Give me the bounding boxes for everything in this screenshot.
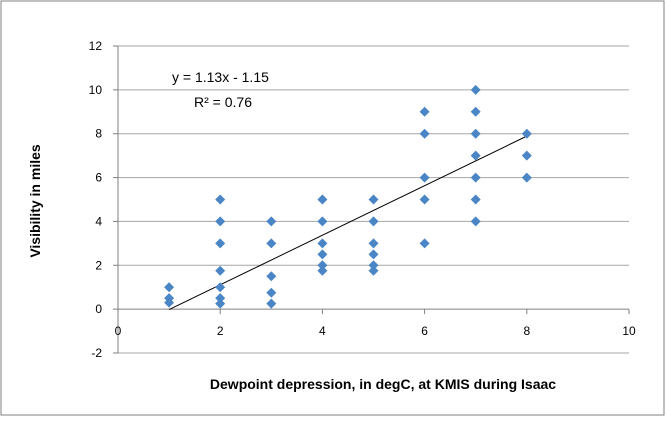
data-point — [470, 150, 481, 161]
trendline-equation: y = 1.13x - 1.15 — [172, 69, 269, 85]
data-point — [470, 106, 481, 117]
x-tick-label: 6 — [421, 324, 428, 338]
y-tick-label: 12 — [89, 39, 103, 53]
data-point — [368, 216, 379, 227]
y-tick-label: 0 — [95, 302, 102, 316]
data-point — [317, 249, 328, 260]
x-tick-label: 10 — [622, 324, 636, 338]
data-point — [419, 238, 430, 249]
data-point — [419, 172, 430, 183]
data-point — [215, 293, 226, 304]
y-tick-label: 6 — [95, 171, 102, 185]
r-squared-label: R² = 0.76 — [194, 94, 252, 110]
data-point — [521, 172, 532, 183]
y-tick-label: 10 — [89, 83, 103, 97]
data-point — [470, 128, 481, 139]
data-point — [215, 216, 226, 227]
gridlines — [118, 45, 629, 354]
data-point — [368, 194, 379, 205]
x-tick-labels: 0 2 4 6 8 10 — [115, 324, 636, 338]
x-tick-label: 2 — [217, 324, 224, 338]
y-tick-labels: -2 0 2 4 6 8 10 12 — [89, 39, 103, 360]
y-axis-title: Visibility in miles — [27, 144, 43, 258]
data-point — [470, 194, 481, 205]
data-point — [215, 265, 226, 276]
x-tick-label: 4 — [319, 324, 326, 338]
data-point — [164, 297, 175, 308]
data-point — [368, 265, 379, 276]
data-point — [368, 249, 379, 260]
y-tick-label: 2 — [95, 258, 102, 272]
trendline-group — [168, 135, 528, 311]
x-axis-title: Dewpoint depression, in degC, at KMIS du… — [210, 376, 556, 392]
data-point — [521, 128, 532, 139]
axes — [113, 45, 630, 354]
x-tick-label: 8 — [523, 324, 530, 338]
data-point — [470, 172, 481, 183]
data-point — [215, 282, 226, 293]
trendline — [168, 135, 528, 311]
data-point — [317, 260, 328, 271]
data-point — [266, 216, 277, 227]
y-tick-label: 4 — [95, 214, 102, 228]
data-point — [266, 238, 277, 249]
data-point — [470, 84, 481, 95]
data-point — [419, 128, 430, 139]
data-point — [266, 287, 277, 298]
x-tick-label: 0 — [115, 324, 122, 338]
data-point — [521, 150, 532, 161]
data-point — [266, 271, 277, 282]
data-point — [266, 298, 277, 309]
y-tick-label: 8 — [95, 127, 102, 141]
data-point — [215, 298, 226, 309]
y-tick-label: -2 — [91, 346, 102, 360]
data-point — [419, 106, 430, 117]
data-point — [215, 238, 226, 249]
data-point — [419, 194, 430, 205]
data-point — [164, 282, 175, 293]
data-point — [317, 265, 328, 276]
data-point — [368, 238, 379, 249]
data-point — [470, 216, 481, 227]
data-point — [317, 194, 328, 205]
data-point — [368, 260, 379, 271]
data-point — [317, 216, 328, 227]
data-point — [317, 238, 328, 249]
data-point — [215, 194, 226, 205]
data-points — [164, 84, 532, 309]
